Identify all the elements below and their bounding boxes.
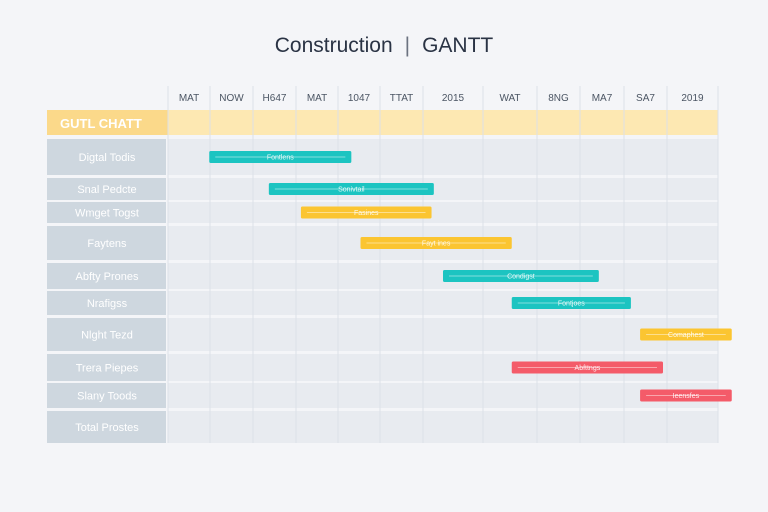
row-background <box>168 178 718 200</box>
row-label: Faytens <box>87 238 127 250</box>
timeline-label: MA7 <box>592 93 613 104</box>
task-bar-label: Condigst <box>507 274 535 281</box>
row-label: Slany Toods <box>77 391 137 403</box>
task-bar-label: Fayt ines <box>422 241 451 248</box>
timeline-label: MAT <box>179 93 199 104</box>
row-label-cell <box>47 291 166 315</box>
timeline-label: 8NG <box>548 93 569 104</box>
row-background <box>168 202 718 223</box>
task-bar-label: Ieensfes <box>673 393 700 400</box>
row-label: Nrafigss <box>87 298 128 310</box>
task-bar <box>268 183 434 195</box>
task-bar <box>511 297 631 309</box>
row-background <box>168 318 718 351</box>
task-bar <box>209 151 352 163</box>
row-background <box>168 411 718 443</box>
row-label: Abfty Prones <box>76 271 139 283</box>
timeline-label: H647 <box>263 93 287 104</box>
task-bar <box>360 237 512 249</box>
header-label: GUTL CHATT <box>60 116 142 131</box>
row-label-cell <box>47 202 166 223</box>
row-label-cell <box>47 383 166 408</box>
row-label: Nlght Tezd <box>81 330 133 342</box>
chart-title-suffix: GANTT <box>422 34 494 57</box>
task-bar <box>640 328 732 341</box>
task-bar <box>511 361 663 374</box>
chart-title: Construction | GANTT <box>0 34 768 58</box>
row-label-cell <box>47 354 166 381</box>
row-label-cell <box>47 139 166 175</box>
task-bar-label: Fontlens <box>267 155 294 162</box>
row-label-cell <box>47 178 166 200</box>
row-background <box>168 383 718 408</box>
row-label: Snal Pedcte <box>77 184 136 196</box>
header-band-label-cell <box>47 110 168 135</box>
row-label: Total Prostes <box>75 422 139 434</box>
row-label-cell <box>47 263 166 289</box>
timeline-label: SA7 <box>636 93 655 104</box>
row-label-cell <box>47 411 166 443</box>
timeline-label: 2019 <box>681 93 704 104</box>
row-label-cell <box>47 226 166 260</box>
task-bar <box>300 206 432 219</box>
row-background <box>168 291 718 315</box>
timeline-label: NOW <box>219 93 244 104</box>
task-bar-label: Sonivtail <box>338 187 365 194</box>
task-bar-label: Abfttngs <box>575 365 601 372</box>
row-label-cell <box>47 318 166 351</box>
chart-title-main: Construction <box>274 34 393 57</box>
row-label: Wmget Togst <box>75 208 139 220</box>
task-bar <box>443 270 599 282</box>
task-bar-label: Fasines <box>354 210 379 217</box>
row-label: Trera Piepes <box>76 363 139 375</box>
task-bar-label: Comaphest <box>668 332 704 339</box>
row-label: Digtal Todis <box>79 152 136 164</box>
task-bar-label: Fontjoes <box>558 301 585 308</box>
timeline-label: MAT <box>307 93 327 104</box>
title-separator: | <box>404 34 411 57</box>
task-bar <box>640 389 732 402</box>
timeline-label: TTAT <box>390 93 414 104</box>
timeline-label: 2015 <box>442 93 465 104</box>
timeline-label: 1047 <box>348 93 371 104</box>
timeline-label: WAT <box>499 93 520 104</box>
